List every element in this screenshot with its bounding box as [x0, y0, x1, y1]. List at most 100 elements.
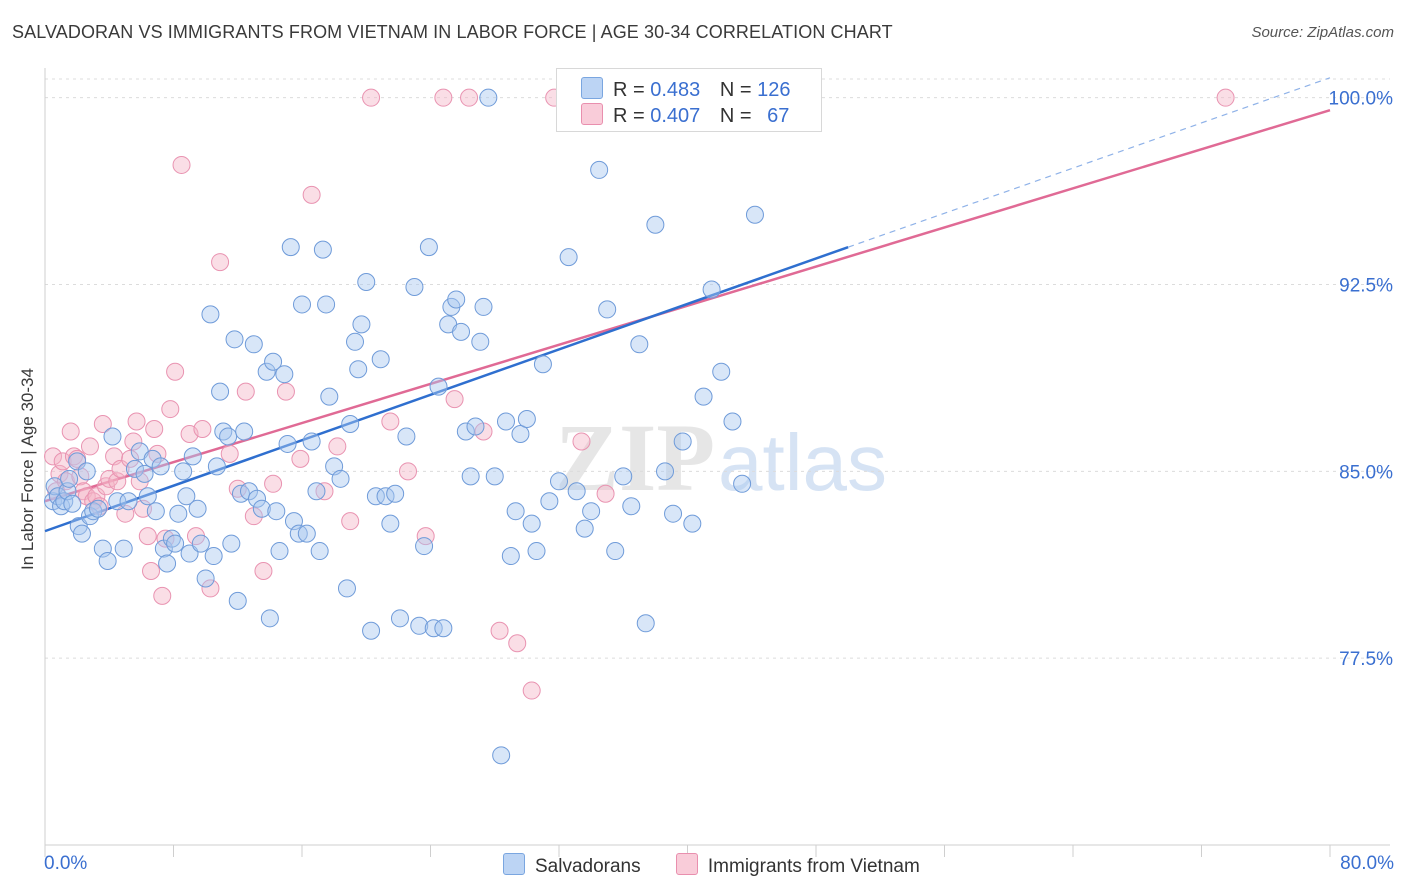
- salvadoran-point: [270, 542, 289, 561]
- legend-n-label: N =: [719, 79, 752, 101]
- vietnam-point: [93, 415, 112, 434]
- salvadoran-point: [244, 335, 263, 354]
- legend-n-value: 67: [767, 105, 790, 127]
- salvadoran-point: [630, 335, 649, 354]
- legend-n-value: 126: [757, 79, 791, 101]
- salvadoran-point: [622, 497, 641, 516]
- vietnam-point: [254, 561, 273, 580]
- salvadoran-point: [567, 482, 586, 501]
- salvadoran-point: [419, 238, 438, 257]
- x-tick-label-max: 80.0%: [1340, 853, 1394, 874]
- legend-item-vietnam: Immigrants from Vietnam: [675, 853, 920, 878]
- legend-row-salvadorans: R = 0.483 N = 126: [581, 77, 791, 101]
- salvadoran-point: [248, 489, 267, 508]
- salvadoran-point: [174, 462, 193, 481]
- vietnam-point: [264, 474, 283, 493]
- legend-r-value: 0.483: [650, 79, 701, 101]
- vietnam-point: [201, 579, 220, 598]
- salvadoran-point: [63, 494, 82, 513]
- salvadoran-point: [511, 424, 530, 443]
- vietnam-point: [596, 484, 615, 503]
- salvadoran-point: [337, 579, 356, 598]
- salvadoran-point: [664, 504, 683, 523]
- salvadoran-point: [723, 412, 742, 431]
- salvadoran-point: [694, 387, 713, 406]
- vietnam-point: [276, 382, 295, 401]
- vietnam-point: [145, 419, 164, 438]
- salvadoran-point: [575, 519, 594, 538]
- salvadoran-point: [673, 432, 692, 451]
- salvadoran-point: [201, 305, 220, 324]
- vietnam-point: [61, 422, 80, 441]
- legend-row-vietnam: R = 0.407 N = 67: [581, 103, 789, 127]
- vietnam-point: [291, 449, 310, 468]
- salvadoran-point: [331, 469, 350, 488]
- vietnam-point: [341, 512, 360, 531]
- salvadoran-point: [207, 457, 226, 476]
- vietnam-point: [572, 432, 591, 451]
- vietnam-point: [508, 634, 527, 653]
- salvadoran-point: [527, 542, 546, 561]
- salvadoran-point: [297, 524, 316, 543]
- salvadoran-point: [397, 427, 416, 446]
- vietnam-point: [228, 479, 247, 498]
- salvadoran-point: [307, 482, 326, 501]
- salvadoran-point: [471, 332, 490, 351]
- salvadoran-point: [302, 432, 321, 451]
- vietnam-point: [362, 88, 381, 107]
- salvadoran-point: [188, 499, 207, 518]
- legend-label-salvadorans: Salvadorans: [535, 856, 641, 877]
- salvadoran-point: [386, 484, 405, 503]
- salvadoran-point: [434, 619, 453, 638]
- vietnam-point: [172, 155, 191, 174]
- salvadoran-point: [191, 534, 210, 553]
- y-tick-label: 77.5%: [1339, 649, 1393, 670]
- legend-r-value: 0.407: [650, 105, 701, 127]
- chart-title: SALVADORAN VS IMMIGRANTS FROM VIETNAM IN…: [12, 22, 893, 42]
- salvadoran-point: [211, 382, 230, 401]
- salvadoran-point: [52, 497, 71, 516]
- legend-swatch-pink: [581, 103, 603, 125]
- salvadoran-point: [225, 330, 244, 349]
- vietnam-point: [522, 681, 541, 700]
- salvadoran-point: [169, 504, 188, 523]
- vietnam-point: [399, 462, 418, 481]
- vietnam-point: [64, 447, 83, 466]
- salvadoran-point: [349, 360, 368, 379]
- salvadoran-point: [733, 474, 752, 493]
- salvadoran-point: [540, 492, 559, 511]
- salvadoran-point: [452, 322, 471, 341]
- salvadoran-point: [310, 542, 329, 561]
- salvadoran-point: [346, 332, 365, 351]
- salvadoran-point: [485, 467, 504, 486]
- salvadoran-point: [429, 377, 448, 396]
- salvadoran-point: [341, 415, 360, 434]
- salvadoran-point: [103, 427, 122, 446]
- salvadoran-point: [89, 499, 108, 518]
- salvadoran-point: [235, 422, 254, 441]
- salvadoran-point: [98, 552, 117, 571]
- salvadoran-point: [517, 410, 536, 429]
- salvadoran-point: [313, 240, 332, 259]
- salvadoran-point: [267, 502, 286, 521]
- salvadoran-point: [683, 514, 702, 533]
- legend-label-vietnam: Immigrants from Vietnam: [707, 856, 920, 877]
- salvadoran-point: [559, 248, 578, 267]
- salvadoran-point: [114, 539, 133, 558]
- salvadoran-point: [180, 544, 199, 563]
- salvadoran-point: [177, 487, 196, 506]
- svg-text:atlas: atlas: [718, 418, 887, 507]
- salvadoran-point: [264, 352, 283, 371]
- salvadoran-point: [479, 88, 498, 107]
- salvadoran-point: [550, 472, 568, 491]
- y-axis-label: In Labor Force | Age 30-34: [18, 368, 37, 570]
- salvadoran-point: [461, 467, 480, 486]
- salvadoran-point: [712, 362, 731, 381]
- vietnam-point: [211, 253, 230, 272]
- salvadoran-point: [598, 300, 617, 319]
- y-tick-label: 92.5%: [1339, 276, 1393, 297]
- legend-n-label: N =: [719, 105, 752, 127]
- salvadoran-point: [166, 534, 185, 553]
- salvadoran-point: [352, 315, 371, 334]
- salvadoran-point: [151, 457, 170, 476]
